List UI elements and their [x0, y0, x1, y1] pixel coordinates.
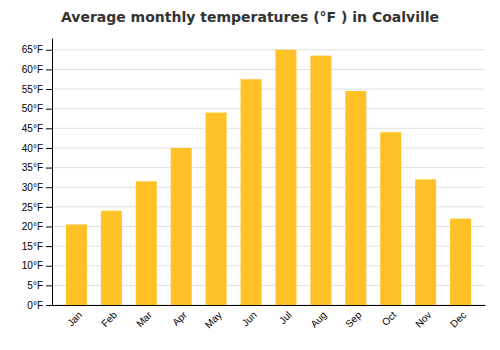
grid-line: [52, 89, 485, 90]
x-tick-label: Feb: [99, 309, 119, 329]
bar: [415, 179, 436, 305]
y-tick-label: 45°F: [22, 123, 43, 134]
x-tick-label: Apr: [170, 309, 189, 328]
x-tick: Aug: [308, 309, 328, 329]
y-tick: 65°F: [22, 44, 52, 55]
x-tick-label: Oct: [380, 309, 399, 328]
bar: [450, 219, 471, 305]
x-tick-label: Sep: [343, 309, 364, 330]
x-tick-label: Mar: [134, 309, 154, 329]
y-tick: 30°F: [22, 182, 52, 193]
x-tick: Mar: [134, 309, 154, 329]
y-axis-line: [52, 39, 53, 306]
x-tick: Jun: [240, 309, 259, 328]
y-tick-mark: [46, 128, 52, 129]
y-tick-label: 5°F: [27, 280, 43, 291]
x-tick-label: Dec: [448, 309, 468, 329]
y-tick-label: 30°F: [22, 182, 43, 193]
x-tick-label: Jul: [277, 309, 294, 326]
x-tick-label: Aug: [308, 309, 328, 329]
y-tick: 45°F: [22, 123, 52, 134]
grid-line: [52, 147, 485, 148]
y-tick-mark: [46, 109, 52, 110]
y-tick-label: 35°F: [22, 162, 43, 173]
y-tick-mark: [46, 305, 52, 306]
bar: [345, 91, 366, 305]
x-tick: May: [203, 309, 224, 330]
bar: [380, 132, 401, 305]
x-tick-label: Nov: [413, 309, 433, 329]
x-tick: Oct: [380, 309, 399, 328]
x-tick: Sep: [343, 309, 364, 330]
y-tick-label: 40°F: [22, 143, 43, 154]
bar: [206, 113, 227, 305]
y-tick-label: 60°F: [22, 64, 43, 75]
bar: [310, 56, 331, 305]
y-tick: 15°F: [22, 241, 52, 252]
x-tick: Jul: [277, 309, 294, 326]
x-tick-label: May: [203, 309, 224, 330]
grid-line: [52, 167, 485, 168]
y-tick: 5°F: [27, 280, 52, 291]
bar: [101, 211, 122, 305]
y-tick: 35°F: [22, 162, 52, 173]
y-tick: 25°F: [22, 202, 52, 213]
y-tick-mark: [46, 207, 52, 208]
y-tick-label: 10°F: [22, 260, 43, 271]
x-tick: Nov: [413, 309, 433, 329]
y-tick-mark: [46, 69, 52, 70]
title: Average monthly temperatures (°F ) in Co…: [61, 9, 439, 25]
y-tick-label: 65°F: [22, 44, 43, 55]
bar: [241, 79, 262, 305]
y-tick-mark: [46, 50, 52, 51]
y-tick: 55°F: [22, 84, 52, 95]
x-tick: Apr: [170, 309, 189, 328]
y-tick-mark: [46, 187, 52, 188]
y-tick: 40°F: [22, 143, 52, 154]
y-tick-mark: [46, 89, 52, 90]
grid-line: [52, 69, 485, 70]
x-tick: Dec: [448, 309, 468, 329]
bar: [171, 148, 192, 305]
grid-line: [52, 49, 485, 50]
grid: [52, 50, 485, 305]
x-axis: Jan Feb Mar Apr May Jun Jul Aug Sep Oct Nov Dec: [53, 306, 486, 331]
y-tick-mark: [46, 168, 52, 169]
y-tick-label: 0°F: [27, 300, 43, 311]
chart: 0°F 5°F 10°F 15°F 20°F 25°F 30°F 35°F 40°F 45°F 50…: [0, 0, 500, 350]
y-tick-label: 20°F: [22, 221, 43, 232]
y-tick: 10°F: [22, 260, 52, 271]
y-tick-mark: [46, 266, 52, 267]
y-tick-label: 15°F: [22, 241, 43, 252]
y-tick-label: 55°F: [22, 84, 43, 95]
y-axis: 0°F 5°F 10°F 15°F 20°F 25°F 30°F 35°F 40°F 45°F 50…: [22, 39, 53, 311]
x-axis-line: [53, 305, 486, 306]
grid-line: [52, 128, 485, 129]
y-tick-mark: [46, 246, 52, 247]
y-tick-label: 25°F: [22, 202, 43, 213]
y-tick: 60°F: [22, 64, 52, 75]
grid-line: [52, 108, 485, 109]
y-tick-mark: [46, 226, 52, 227]
y-tick-label: 50°F: [22, 103, 43, 114]
y-tick-mark: [46, 148, 52, 149]
y-tick: 50°F: [22, 103, 52, 114]
x-tick-label: Jun: [240, 309, 259, 328]
plot: 0°F 5°F 10°F 15°F 20°F 25°F 30°F 35°F 40°F 45°F 50…: [22, 39, 486, 331]
x-tick: Feb: [99, 309, 119, 329]
bar: [136, 181, 157, 305]
y-tick-mark: [46, 285, 52, 286]
x-tick-label: Jan: [65, 309, 84, 328]
bar: [66, 225, 87, 305]
x-tick: Jan: [65, 309, 84, 328]
bar: [275, 50, 296, 305]
y-tick: 20°F: [22, 221, 52, 232]
bars: [66, 50, 471, 305]
y-tick: 0°F: [27, 300, 52, 311]
